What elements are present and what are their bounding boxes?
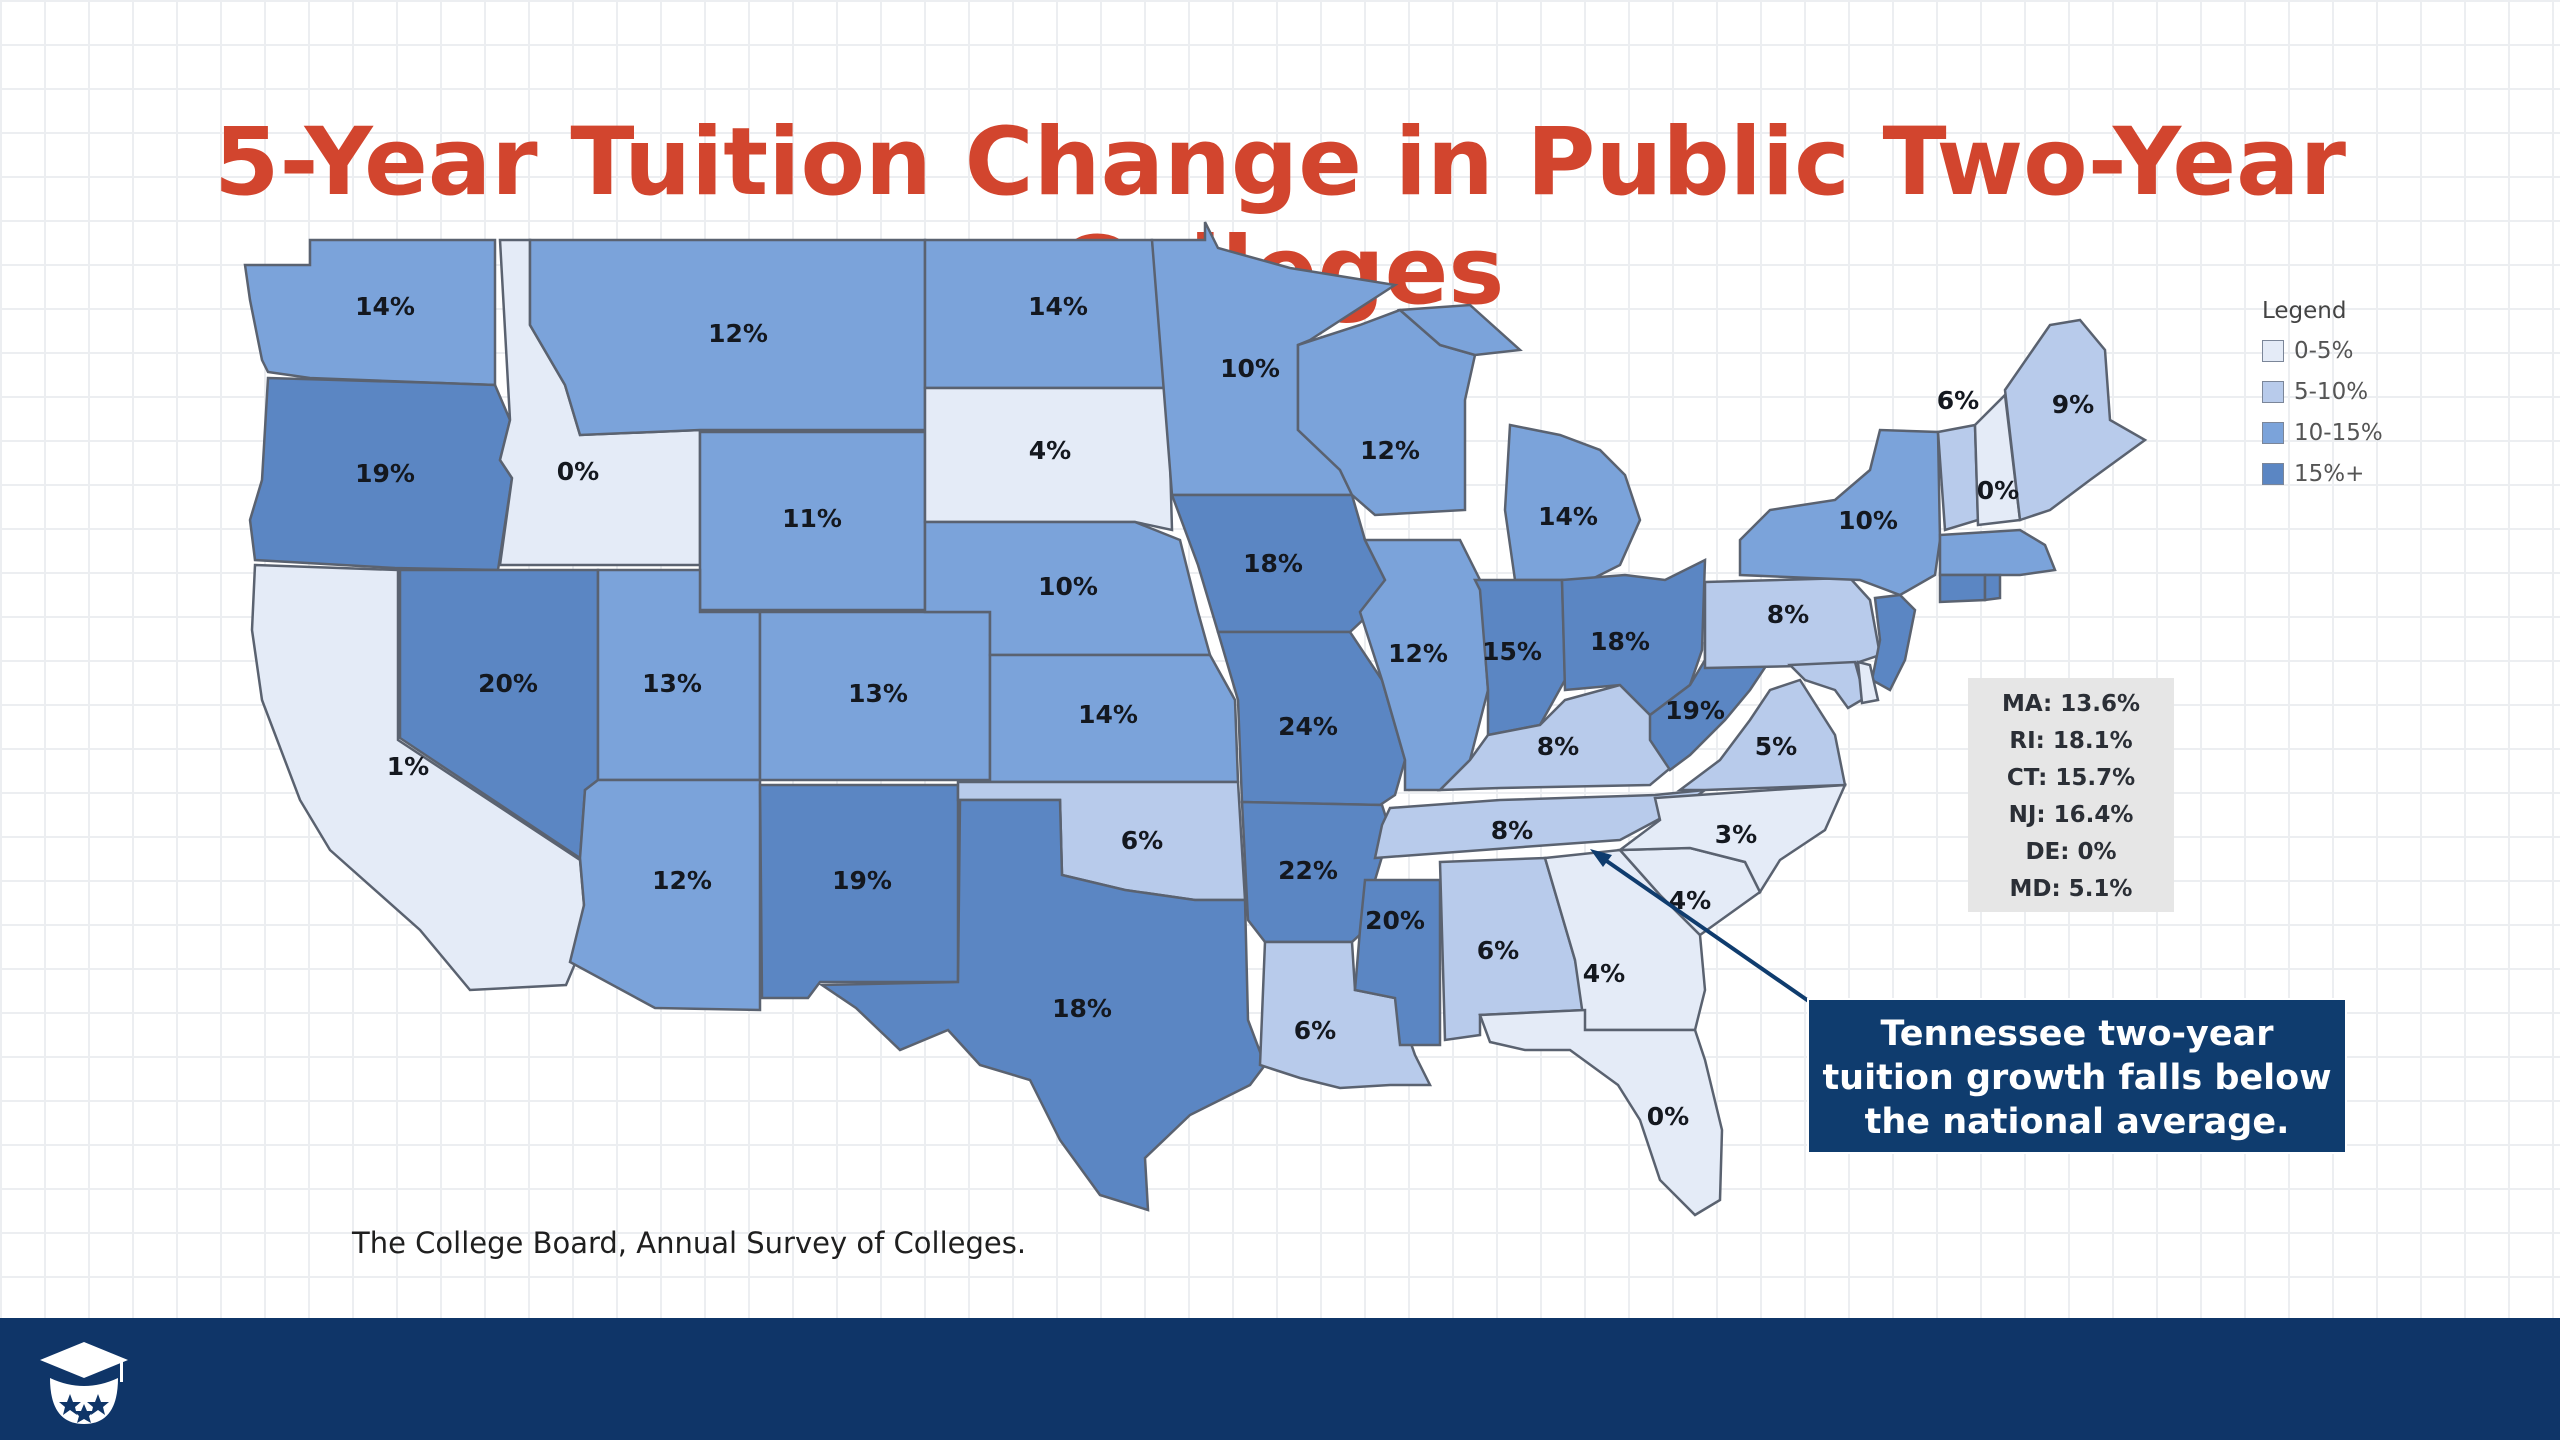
state-label-ky: 8% (1537, 732, 1579, 761)
state-label-va: 5% (1755, 732, 1797, 761)
state-label-ms: 20% (1365, 906, 1425, 935)
state-label-ut: 13% (642, 669, 702, 698)
state-label-sd: 4% (1029, 436, 1071, 465)
legend-item: 15%+ (2262, 453, 2383, 494)
state-label-nc: 3% (1715, 820, 1757, 849)
small-state-value: MD: 5.1% (2009, 876, 2133, 902)
state-label-fl: 0% (1647, 1102, 1689, 1131)
state-label-tn: 8% (1491, 816, 1533, 845)
callout-line: tuition growth falls below (1822, 1058, 2332, 1098)
state-label-vt: 6% (1937, 386, 1979, 415)
map-svg: 14% 19% 1% 0% 20% 12% 11% 13% 13% 12% 19% 14% 4% 10% 1… (243, 221, 2148, 1217)
small-state-value: MA: 13.6% (2001, 691, 2141, 717)
state-nj (1870, 593, 1917, 692)
legend-swatch (2262, 462, 2284, 485)
legend-item: 5-10% (2262, 371, 2383, 412)
state-oh (1560, 557, 1707, 717)
legend-swatch (2262, 380, 2284, 403)
state-label-pa: 8% (1767, 600, 1809, 629)
state-ri (1983, 573, 2002, 602)
state-ks (988, 653, 1240, 784)
state-label-or: 19% (355, 459, 415, 488)
small-state-value: DE: 0% (2025, 839, 2117, 865)
state-label-mo: 24% (1278, 712, 1338, 741)
callout-arrow-head (1590, 849, 1612, 867)
state-label-nh: 0% (1977, 476, 2019, 505)
state-label-ar: 22% (1278, 856, 1338, 885)
us-map: 14% 19% 1% 0% 20% 12% 11% 13% 13% 12% 19% 14% 4% 10% 1… (243, 221, 2148, 1217)
state-label-az: 12% (652, 866, 712, 895)
source-citation: The College Board, Annual Survey of Coll… (352, 1226, 1027, 1260)
state-label-id: 0% (557, 457, 599, 486)
legend-label: 0-5% (2294, 337, 2354, 364)
state-ny (1738, 428, 1942, 597)
legend-title: Legend (2262, 298, 2347, 324)
state-fl (1478, 1008, 1724, 1217)
state-label-oh: 18% (1590, 627, 1650, 656)
tennessee-callout: Tennessee two-year tuition growth falls … (1807, 998, 2347, 1154)
state-label-tx: 18% (1052, 994, 1112, 1023)
state-label-la: 6% (1294, 1016, 1336, 1045)
state-ms (1353, 878, 1442, 1047)
state-labels: 14% 19% 1% 0% 20% 12% 11% 13% 13% 12% 19% 14% 4% 10% 1… (355, 292, 2094, 1131)
legend-swatch (2262, 421, 2284, 444)
state-va (1676, 678, 1847, 792)
callout-line: Tennessee two-year (1880, 1014, 2274, 1054)
state-de (1856, 660, 1880, 705)
state-mi (1396, 303, 1642, 582)
state-label-al: 6% (1477, 936, 1519, 965)
callout-arrow-line (1596, 853, 1812, 1004)
legend-label: 15%+ (2294, 460, 2365, 487)
state-label-mi: 14% (1538, 502, 1598, 531)
state-wi (1296, 308, 1477, 517)
state-label-co: 13% (848, 679, 908, 708)
small-states-box: MA: 13.6% RI: 18.1% CT: 15.7% NJ: 16.4% … (1968, 678, 2174, 912)
state-label-ga: 4% (1583, 959, 1625, 988)
state-label-mt: 12% (708, 319, 768, 348)
state-tx (818, 798, 1267, 1212)
state-label-wi: 12% (1360, 436, 1420, 465)
legend-swatch (2262, 339, 2284, 362)
state-label-me: 9% (2052, 390, 2094, 419)
state-ma (1938, 528, 2057, 577)
small-state-value: NJ: 16.4% (2008, 802, 2134, 828)
callout-line: the national average. (1864, 1102, 2290, 1142)
state-il (1358, 538, 1490, 792)
state-label-nv: 20% (478, 669, 538, 698)
state-label-ca: 1% (387, 752, 429, 781)
state-label-ks: 14% (1078, 700, 1138, 729)
state-label-nd: 14% (1028, 292, 1088, 321)
state-nc (1616, 783, 1847, 895)
state-label-mn: 10% (1220, 354, 1280, 383)
state-label-nm: 19% (832, 866, 892, 895)
small-state-value: CT: 15.7% (2006, 765, 2136, 791)
state-la (1258, 940, 1433, 1090)
legend: Legend 0-5% 5-10% 10-15% 15%+ (2262, 298, 2383, 494)
state-label-in: 15% (1482, 637, 1542, 666)
state-ct (1938, 573, 1987, 604)
state-label-ne: 10% (1038, 572, 1098, 601)
state-label-wv: 19% (1665, 696, 1725, 725)
state-me (2003, 318, 2148, 522)
state-label-il: 12% (1388, 639, 1448, 668)
state-az (568, 778, 762, 1012)
state-md (1787, 660, 1867, 710)
state-ca (250, 563, 586, 992)
graduation-cap-logo-icon (40, 1342, 128, 1424)
legend-item: 0-5% (2262, 330, 2383, 371)
state-sd (923, 386, 1174, 532)
state-label-ok: 6% (1121, 826, 1163, 855)
state-mo (1216, 630, 1407, 807)
small-state-value: RI: 18.1% (2009, 728, 2133, 754)
legend-label: 5-10% (2294, 378, 2369, 405)
state-tn (1373, 788, 1710, 860)
state-label-wa: 14% (355, 292, 415, 321)
state-vt (1936, 423, 1980, 532)
legend-label: 10-15% (2294, 419, 2383, 446)
footer-bar (0, 1318, 2560, 1440)
state-label-ny: 10% (1838, 506, 1898, 535)
state-label-wy: 11% (782, 504, 842, 533)
state-label-ia: 18% (1243, 549, 1303, 578)
legend-item: 10-15% (2262, 412, 2383, 453)
